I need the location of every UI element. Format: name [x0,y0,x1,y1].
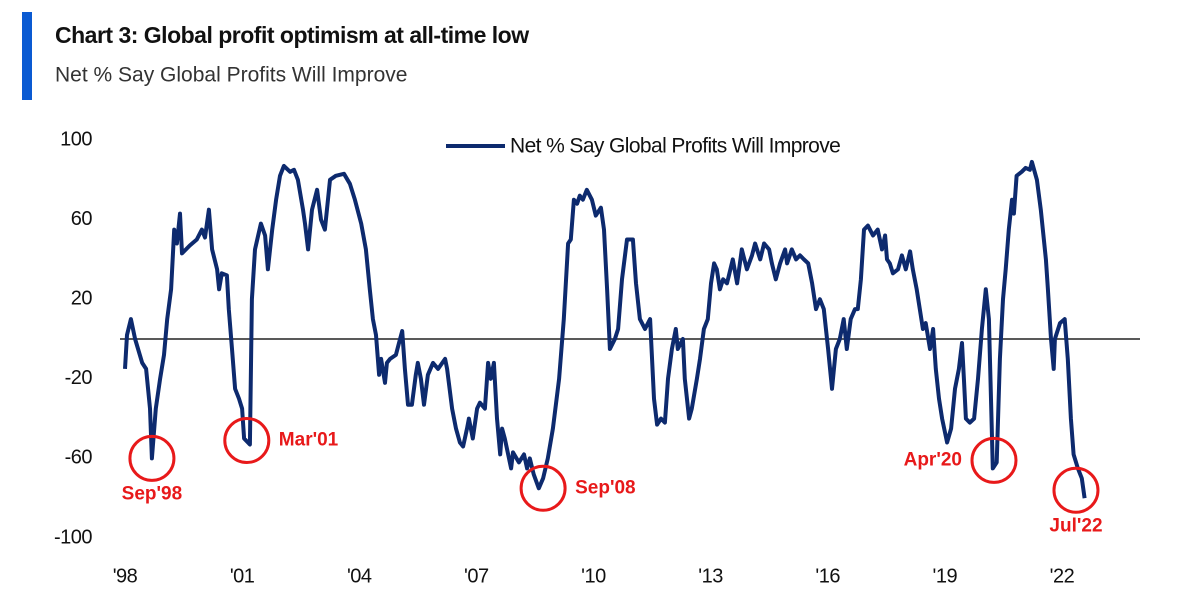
annotation-label: Sep'08 [575,477,636,498]
x-tick-label: '04 [347,565,372,587]
chart-subtitle: Net % Say Global Profits Will Improve [55,64,407,87]
annotation-circle [519,464,567,512]
y-tick-label: -60 [65,447,93,469]
x-tick-label: '13 [698,565,723,587]
x-tick-label: '01 [230,565,255,587]
x-tick-label: '10 [581,565,606,587]
annotation-circle [1052,466,1100,514]
legend-label: Net % Say Global Profits Will Improve [510,135,840,158]
title-accent [22,12,32,100]
annotation-circle [223,416,271,464]
series-line [123,159,1087,499]
annotation-label: Mar'01 [279,430,339,451]
chart-title: Chart 3: Global profit optimism at all-t… [55,22,529,48]
annotation-circle [970,436,1018,484]
x-tick-label: '98 [113,565,138,587]
y-tick-label: 20 [71,287,93,309]
x-tick-label: '22 [1050,565,1075,587]
x-tick-label: '07 [464,565,489,587]
annotation-label: Jul'22 [1049,515,1102,536]
y-tick-label: 100 [60,128,92,150]
annotation-label: Sep'98 [122,483,183,504]
x-tick-label: '16 [815,565,840,587]
x-tick-label: '19 [933,565,958,587]
annotation-label: Apr'20 [904,449,962,470]
y-tick-label: -20 [65,367,93,389]
y-tick-label: -100 [54,526,92,548]
y-tick-label: 60 [71,208,93,230]
annotation-circle [128,434,176,482]
